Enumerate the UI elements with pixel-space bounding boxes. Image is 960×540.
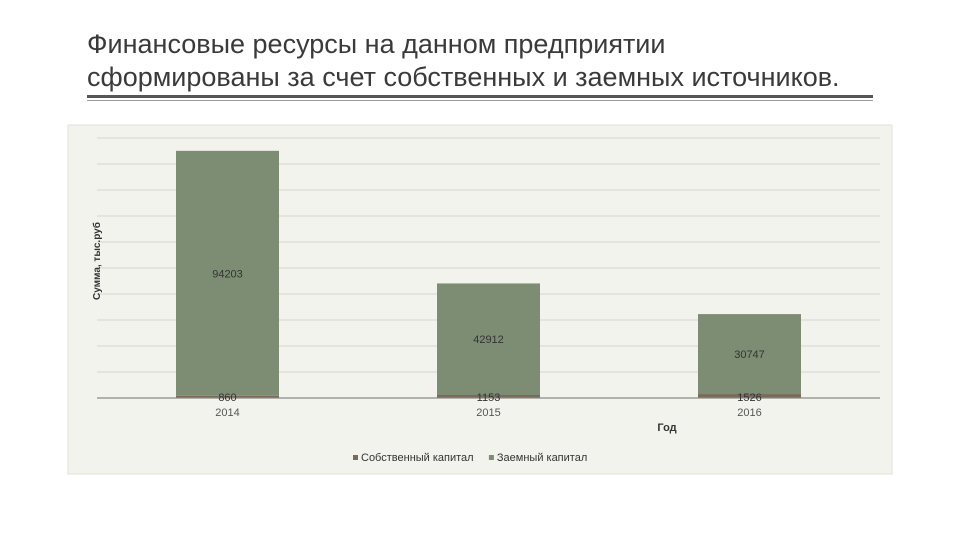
- data-label-own-2016: 1526: [737, 392, 761, 404]
- legend-label-own: Собственный капитал: [361, 452, 474, 464]
- data-label-borrowed-2014: 94203: [212, 268, 243, 280]
- slide-title: Финансовые ресурсы на данном предприятии…: [87, 28, 887, 94]
- bar-own-2015: [437, 395, 540, 398]
- x-tick-2015: 2015: [476, 407, 500, 419]
- legend: Собственный капитал Заемный капитал: [353, 452, 587, 464]
- legend-label-borrowed: Заемный капитал: [497, 452, 587, 464]
- slide-title-line-2: сформированы за счет собственных и заемн…: [87, 62, 840, 92]
- legend-swatch-own: [353, 455, 358, 460]
- x-tick-2014: 2014: [215, 407, 239, 419]
- labels: 860 94203 2014 1153 42912 2015 1526 30747 2016: [212, 268, 765, 419]
- bar-borrowed-2015: [437, 283, 540, 396]
- bar-borrowed-2016: [698, 314, 801, 395]
- legend-swatch-borrowed: [488, 455, 494, 460]
- data-label-own-2014: 860: [218, 392, 236, 404]
- bars: [176, 150, 801, 398]
- bar-own-2014: [176, 395, 279, 398]
- x-tick-2016: 2016: [737, 407, 761, 419]
- bar-own-2016: [698, 394, 801, 398]
- data-label-borrowed-2016: 30747: [734, 349, 765, 361]
- data-label-borrowed-2015: 42912: [473, 334, 504, 346]
- bar-borrowed-2014: [176, 150, 279, 396]
- slide-title-line-1: Финансовые ресурсы на данном предприятии: [87, 29, 666, 59]
- x-axis-label: Год: [657, 422, 676, 434]
- y-axis-label: Сумма, тыс.руб: [91, 222, 103, 300]
- title-underline: [87, 95, 873, 98]
- data-label-own-2015: 1153: [477, 392, 501, 404]
- title-underline-thin: [87, 100, 873, 101]
